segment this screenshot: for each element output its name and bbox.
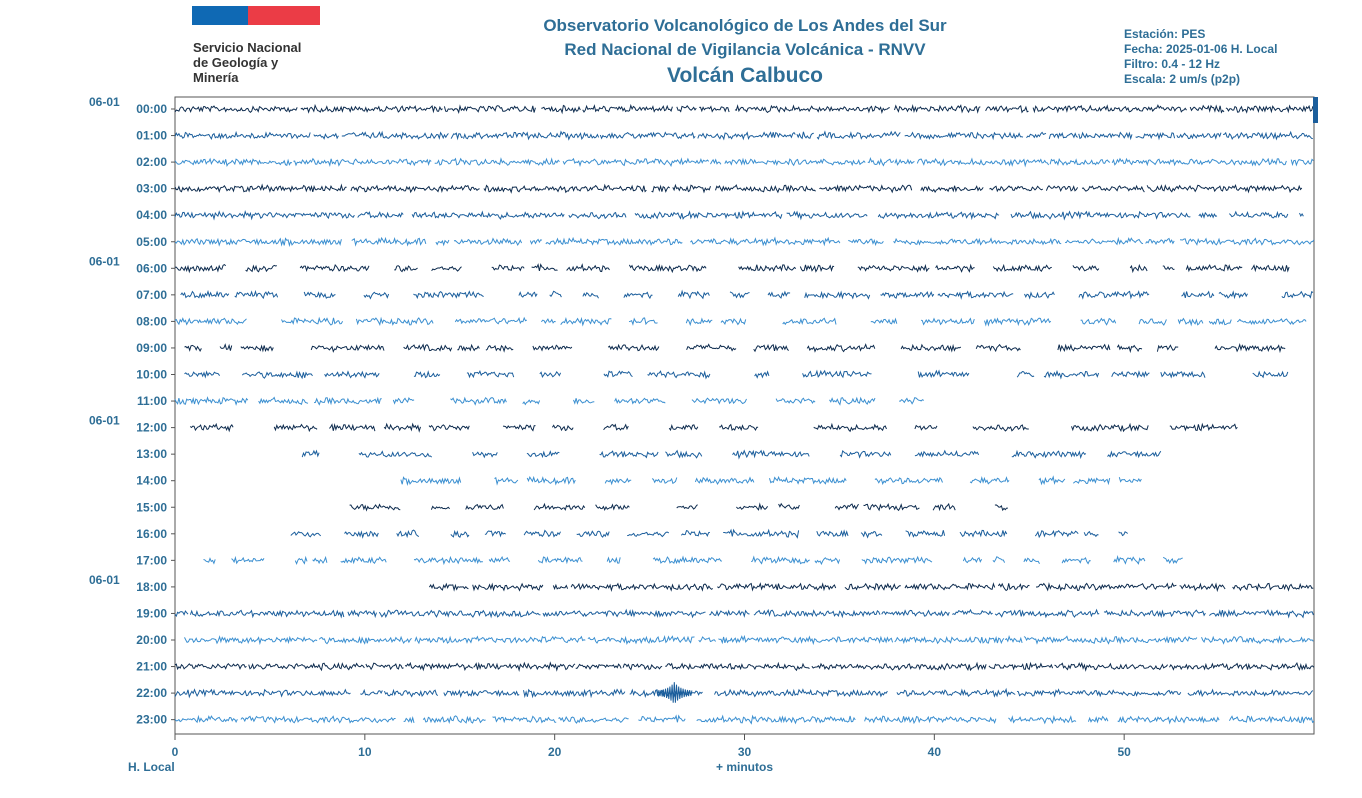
chart-title-block: Observatorio Volcanológico de Los Andes …	[470, 14, 1020, 90]
hour-label: 12:00	[136, 421, 167, 435]
x-tick-label: 30	[738, 745, 752, 759]
hour-label: 11:00	[137, 394, 167, 408]
flag-blue-stripe	[192, 6, 248, 25]
trace-row-1100	[174, 396, 925, 406]
trace-row-0700	[180, 289, 1314, 300]
date-label: 06-01	[89, 254, 120, 268]
hour-label: 13:00	[136, 447, 167, 461]
date-label: 06-01	[89, 573, 120, 587]
chile-flag-logo	[192, 6, 320, 25]
trace-row-1900	[174, 608, 1314, 619]
current-time-marker	[1313, 97, 1318, 123]
trace-row-2300	[174, 714, 1315, 725]
title-network: Red Nacional de Vigilancia Volcánica - R…	[564, 40, 926, 59]
title-volcano: Volcán Calbuco	[667, 64, 823, 87]
hour-label: 06:00	[136, 261, 167, 275]
x-tick-label: 20	[548, 745, 562, 759]
trace-row-0800	[174, 316, 1307, 327]
seismic-event	[656, 682, 693, 703]
trace-row-1400	[400, 475, 1142, 486]
trace-row-1200	[189, 422, 1238, 433]
scale-label: Escala: 2 um/s (p2p)	[1124, 72, 1241, 86]
x-tick-label: 40	[928, 745, 942, 759]
hour-label: 10:00	[136, 368, 167, 382]
trace-row-0400	[174, 210, 1304, 221]
date-label: 06-01	[89, 95, 120, 109]
flag-red-stripe	[248, 6, 320, 25]
station-info: Estación: PES Fecha: 2025-01-06 H. Local…	[1124, 27, 1277, 87]
hour-label: 05:00	[136, 235, 167, 249]
x-tick-label: 10	[358, 745, 372, 759]
x-axis-label-left: H. Local	[128, 760, 175, 774]
hour-label: 22:00	[136, 686, 167, 700]
trace-row-0100	[174, 130, 1313, 141]
hour-label: 20:00	[136, 633, 167, 647]
hour-label: 21:00	[136, 660, 167, 674]
trace-row-0600	[174, 263, 1290, 274]
org-line-2: de Geología y	[193, 55, 279, 70]
trace-row-1600	[290, 528, 1129, 539]
hour-label: 04:00	[136, 208, 167, 222]
hour-label: 03:00	[136, 182, 167, 196]
trace-row-1500	[349, 502, 1008, 512]
trace-row-0300	[175, 185, 1304, 192]
hour-label: 02:00	[136, 155, 167, 169]
hour-label: 14:00	[136, 474, 167, 488]
date-label: 06-01	[89, 414, 120, 428]
trace-row-2200	[174, 687, 1314, 699]
date-label: Fecha: 2025-01-06 H. Local	[1124, 42, 1278, 56]
trace-row-0900	[184, 342, 1286, 354]
trace-row-0200	[174, 157, 1314, 168]
title-observatory: Observatorio Volcanológico de Los Andes …	[543, 16, 947, 35]
trace-row-1700	[203, 554, 1183, 566]
org-line-1: Servicio Nacional	[193, 40, 302, 55]
org-line-3: Minería	[193, 70, 239, 85]
hour-label: 16:00	[136, 527, 167, 541]
hour-label: 08:00	[136, 314, 167, 328]
trace-row-1800	[428, 582, 1314, 593]
hour-label: 18:00	[136, 580, 167, 594]
trace-row-2000	[184, 634, 1314, 646]
trace-row-0500	[174, 236, 1315, 248]
filter-label: Filtro: 0.4 - 12 Hz	[1124, 57, 1221, 71]
x-tick-label: 0	[172, 745, 179, 759]
station-label: Estación: PES	[1124, 27, 1206, 41]
hour-label: 19:00	[136, 606, 167, 620]
hour-label: 00:00	[136, 102, 167, 116]
trace-row-0000	[174, 103, 1314, 115]
hour-label: 15:00	[136, 500, 167, 514]
hour-label: 07:00	[136, 288, 167, 302]
hour-label: 23:00	[136, 713, 167, 727]
x-axis-label: + minutos	[716, 760, 773, 774]
trace-row-1000	[184, 369, 1289, 380]
organization-name: Servicio Nacional de Geología y Minería	[193, 40, 333, 85]
trace-row-2100	[174, 661, 1315, 672]
x-tick-label: 50	[1117, 745, 1131, 759]
trace-row-1300	[301, 449, 1162, 460]
hour-label: 09:00	[136, 341, 167, 355]
hour-label: 17:00	[136, 553, 167, 567]
hour-label: 01:00	[136, 129, 167, 143]
